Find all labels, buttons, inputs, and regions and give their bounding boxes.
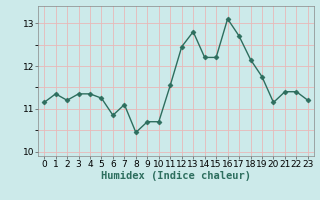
X-axis label: Humidex (Indice chaleur): Humidex (Indice chaleur) [101,171,251,181]
